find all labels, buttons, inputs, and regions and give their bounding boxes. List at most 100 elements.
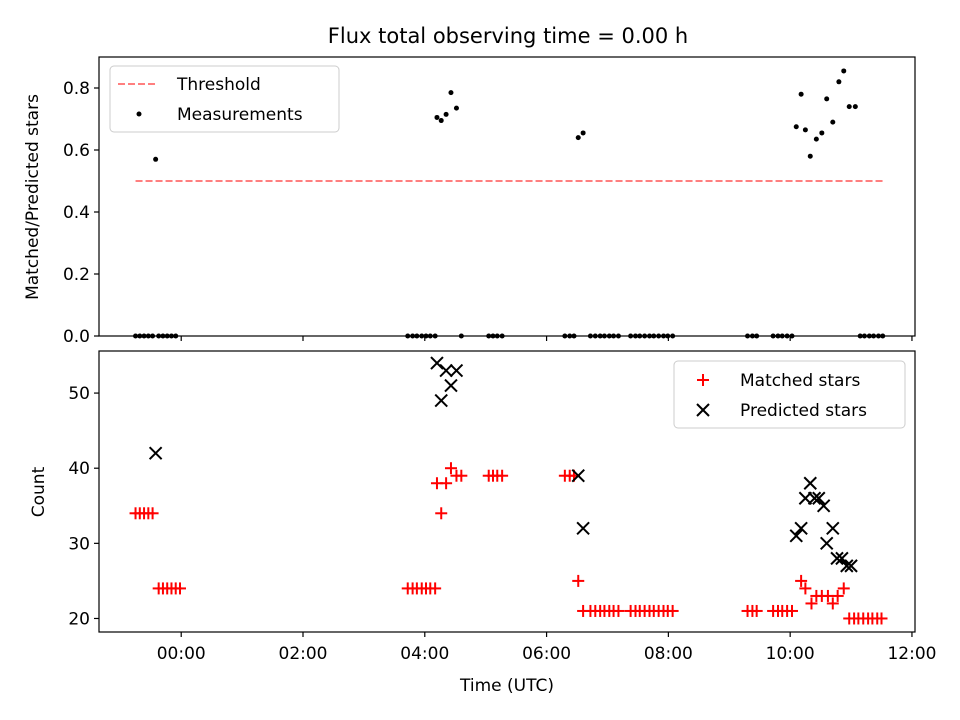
top-legend-box: [109, 65, 340, 133]
predicted-star-point: [449, 363, 464, 378]
x-tick-label: 08:00: [644, 644, 693, 664]
top-y-tick-label: 0.8: [63, 79, 90, 99]
measurement-point: [448, 90, 454, 96]
x-tick-label: 10:00: [766, 644, 815, 664]
predicted-star-point: [830, 551, 844, 566]
matched-star-point: [795, 574, 808, 587]
predicted-star-point: [571, 469, 585, 483]
top-y-tick-label: 0.4: [63, 203, 90, 223]
measurement-point: [836, 79, 842, 85]
measurement-point: [807, 153, 813, 159]
legend-matched-marker: [697, 374, 709, 386]
measurement-point: [153, 156, 159, 162]
x-tick-label: 02:00: [279, 644, 328, 664]
predicted-star-point: [835, 551, 849, 566]
measurement-point: [841, 68, 847, 74]
measurement-point: [580, 130, 586, 136]
bottom-axes-frame: [98, 350, 916, 633]
top-axes-frame: [98, 56, 916, 337]
top-y-tick-label: 0.0: [63, 327, 90, 347]
legend-predicted-marker: [696, 403, 710, 417]
matched-star-point: [435, 507, 448, 520]
matched-star-point: [750, 604, 763, 617]
matched-star-point: [146, 507, 159, 520]
matched-star-point: [785, 604, 798, 617]
measurement-point: [824, 96, 830, 102]
matched-star-point: [875, 612, 888, 625]
legend-measurements-label: Measurements: [177, 105, 303, 125]
bottom-y-tick-label: 50: [68, 384, 90, 404]
measurement-point: [802, 127, 808, 133]
predicted-star-point: [789, 529, 803, 543]
predicted-star-point: [576, 521, 590, 536]
x-tick-label: 04:00: [400, 644, 449, 664]
bottom-legend: Matched stars Predicted stars: [673, 360, 906, 429]
bottom-plot-area: [129, 356, 888, 625]
matched-star-point: [440, 477, 453, 490]
predicted-star-point: [148, 446, 163, 460]
bottom-legend-box: [673, 360, 906, 429]
predicted-star-point: [844, 559, 858, 573]
measurement-point: [453, 105, 459, 111]
measurement-point: [852, 104, 858, 110]
predicted-star-point: [803, 476, 817, 490]
top-y-axis-label: Matched/Predicted stars: [23, 94, 43, 300]
x-tick-label: 06:00: [522, 644, 571, 664]
legend-threshold-label: Threshold: [176, 75, 261, 95]
predicted-star-point: [444, 378, 458, 393]
predicted-star-point: [430, 356, 444, 370]
bottom-panel: 20 30 40 50 00:00 02:00 04:00 06:00 08:00 10:00 1…: [29, 350, 936, 696]
predicted-star-point: [812, 491, 826, 505]
predicted-star-point: [840, 559, 854, 573]
top-legend: Threshold Measurements: [109, 65, 340, 133]
bottom-y-tick-label: 30: [68, 534, 90, 554]
measurement-point: [443, 111, 449, 117]
bottom-y-axis: 20 30 40 50: [68, 384, 99, 629]
predicted-star-point: [819, 536, 834, 551]
bottom-x-axis: 00:00 02:00 04:00 06:00 08:00 10:00 12:00: [157, 632, 936, 664]
matched-star-point: [799, 582, 812, 595]
measurement-point: [813, 136, 819, 142]
measurement-point: [798, 91, 804, 97]
predicted-star-point: [807, 491, 822, 505]
top-y-tick-label: 0.2: [63, 265, 90, 285]
matched-star-point: [496, 469, 509, 482]
top-y-axis: 0.0 0.2 0.4 0.6 0.8: [63, 79, 99, 347]
measurement-point: [846, 104, 852, 110]
measurement-point: [819, 130, 825, 136]
legend-measurements-marker: [136, 111, 142, 117]
legend-predicted-label: Predicted stars: [740, 401, 867, 421]
measurement-point: [793, 124, 799, 130]
chart-title: Flux total observing time = 0.00 h: [328, 24, 688, 48]
measurement-point: [575, 135, 581, 141]
matched-star-point: [429, 582, 442, 595]
matched-star-point: [455, 469, 468, 482]
predicted-star-point: [826, 521, 840, 536]
x-tick-label: 12:00: [887, 644, 936, 664]
measurement-point: [830, 119, 836, 125]
measurement-point: [438, 118, 444, 124]
matched-star-point: [826, 597, 839, 610]
predicted-star-point: [794, 521, 808, 536]
predicted-star-point: [434, 393, 448, 408]
top-panel: 0.00.20.40.60.8 Matched/Predicted stars …: [23, 56, 916, 347]
bottom-y-tick-label: 20: [68, 609, 90, 629]
x-tick-label: 00:00: [157, 644, 206, 664]
matched-star-point: [831, 589, 844, 602]
matched-star-point: [572, 574, 585, 587]
bottom-y-tick-label: 40: [68, 459, 90, 479]
matched-star-point: [837, 582, 850, 595]
measurement-point: [434, 114, 440, 120]
top-y-tick-label: 0.6: [63, 141, 90, 161]
top-x-ticks: [180, 336, 913, 341]
matched-star-point: [173, 582, 186, 595]
x-axis-label: Time (UTC): [459, 676, 554, 696]
bottom-y-axis-label: Count: [29, 466, 49, 517]
predicted-star-point: [439, 363, 453, 378]
matched-star-point: [444, 462, 457, 475]
matched-star-point: [805, 597, 818, 610]
legend-matched-label: Matched stars: [740, 371, 860, 391]
predicted-star-point: [816, 499, 831, 513]
matched-star-point: [612, 604, 625, 617]
